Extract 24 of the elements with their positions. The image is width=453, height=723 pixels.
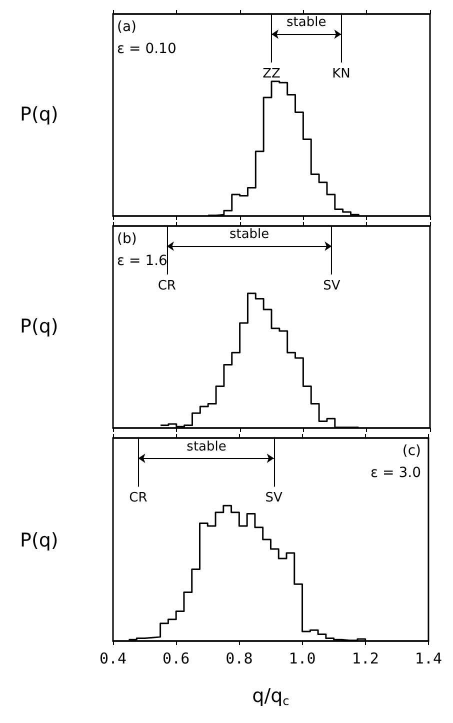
text: stable [229, 227, 270, 242]
y-axis-title: P(q) [20, 530, 58, 552]
ref-line-label: CR [129, 490, 148, 506]
ref-line-label: CR [158, 278, 176, 294]
text: ε = 1.6 [117, 253, 168, 269]
x-tick-label: 1.0 [288, 650, 316, 668]
ref-line-label: KN [332, 66, 350, 82]
y-axis-title: P(q) [20, 316, 58, 338]
x-tick-label: 1.2 [352, 650, 379, 668]
text: (c) [402, 443, 422, 459]
ref-line-label: SV [323, 278, 340, 294]
ref-line-label: SV [265, 490, 283, 506]
x-tick-label: 0.8 [226, 650, 253, 668]
text: stable [186, 440, 226, 455]
text: ε = 0.10 [117, 41, 176, 57]
text: stable [286, 15, 326, 30]
y-axis-title: P(q) [20, 104, 58, 126]
text: (a) [117, 19, 137, 35]
ref-line-label: ZZ [262, 66, 280, 82]
x-tick-label: 1.4 [414, 650, 442, 668]
x-tick-label: 0.4 [99, 650, 127, 668]
x-tick-label: 0.6 [162, 650, 190, 668]
text: (b) [117, 231, 137, 247]
text: ε = 3.0 [370, 465, 422, 481]
